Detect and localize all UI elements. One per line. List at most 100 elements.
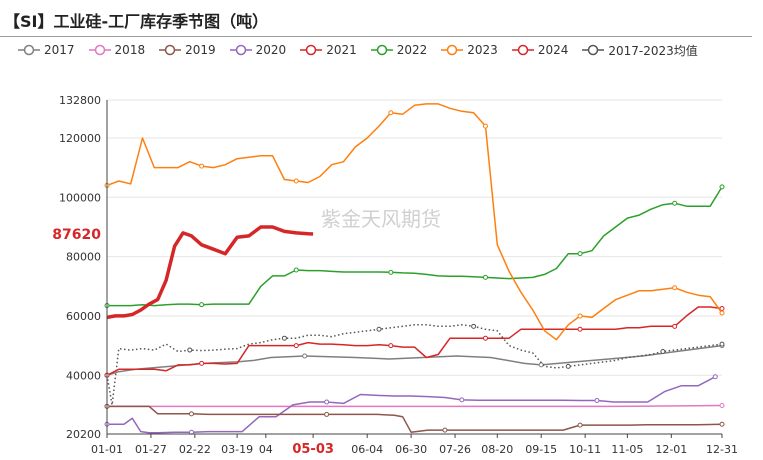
legend-label: 2024: [537, 43, 569, 57]
data-point: [281, 335, 287, 341]
series-line-2020: [107, 376, 716, 434]
data-point: [293, 343, 299, 349]
series-line-2021: [106, 306, 723, 376]
data-point: [482, 335, 488, 341]
data-point: [577, 313, 583, 319]
x-tick-label: 10-11: [569, 443, 601, 456]
data-point: [199, 302, 205, 308]
series-lines: [104, 103, 725, 435]
legend-item-2019[interactable]: 2019: [159, 43, 216, 57]
data-point: [719, 421, 725, 427]
data-point: [324, 399, 330, 405]
legend-label: 2018: [114, 43, 146, 57]
current-value-label: 87620: [52, 227, 101, 243]
legend-item-2023[interactable]: 2023: [441, 43, 498, 57]
y-tick-label: 40000: [66, 369, 101, 382]
series-line-2017: [106, 344, 723, 377]
series-line-2018: [107, 404, 723, 408]
legend-label: 2022: [396, 43, 428, 57]
legend: 2017 2018 2019 2020 2021 2022 2023 2024 2017-202…: [18, 40, 712, 60]
data-point: [594, 397, 600, 403]
series-line-2024: [106, 225, 314, 320]
y-tick-label: 132800: [59, 94, 101, 107]
legend-label: 2017-2023均值: [608, 43, 698, 58]
series-line-2022: [107, 186, 723, 307]
legend-label: 2017: [44, 43, 75, 57]
x-tick-label: 02-22: [179, 443, 211, 456]
legend-item-2022[interactable]: 2022: [370, 43, 428, 57]
x-tick-label: 01-27: [135, 443, 167, 456]
data-point: [442, 427, 448, 433]
x-tick-label: 08-20: [481, 443, 513, 456]
data-point: [388, 343, 394, 349]
legend-swatch: [511, 44, 534, 56]
current-value-marker: 87620: [52, 227, 101, 243]
data-point: [482, 274, 488, 280]
legend-label: 2023: [467, 43, 498, 57]
legend-item-2017[interactable]: 2017: [18, 43, 75, 57]
legend-swatch: [229, 44, 252, 56]
data-point: [199, 360, 205, 366]
data-point: [538, 362, 544, 368]
legend-swatch: [18, 44, 40, 56]
y-tick-label: 20200: [66, 428, 101, 441]
y-tick-label: 100000: [59, 191, 101, 204]
legend-item-2021[interactable]: 2021: [300, 43, 357, 57]
data-point: [719, 184, 725, 190]
legend-swatch: [441, 44, 464, 56]
data-point: [577, 422, 583, 428]
legend-item-2024[interactable]: 2024: [511, 43, 569, 57]
x-tick-label: 05-03: [292, 442, 334, 457]
data-point: [712, 374, 718, 380]
y-tick-label: 60000: [66, 310, 101, 323]
series-line-2017-2023: [106, 324, 723, 406]
series-line-2019: [107, 405, 723, 433]
x-tick-label: 03-19: [221, 443, 253, 456]
data-point: [577, 326, 583, 332]
data-point: [660, 349, 666, 355]
x-tick-label: 09-15: [525, 443, 557, 456]
data-point: [199, 163, 205, 169]
legend-label: 2020: [255, 43, 287, 57]
legend-label: 2019: [185, 43, 216, 57]
data-point: [672, 323, 678, 329]
chart-title: 【SI】工业硅-工厂库存季节图（吨）: [4, 12, 269, 31]
data-point: [719, 403, 725, 409]
data-point: [188, 411, 194, 417]
legend-item-2018[interactable]: 2018: [88, 43, 146, 57]
y-tick-label: 80000: [66, 251, 101, 264]
x-tick-label: 12-31: [706, 443, 738, 456]
x-tick-label: 06-30: [395, 443, 427, 456]
data-point: [302, 353, 308, 359]
legend-swatch: [159, 44, 182, 56]
data-point: [459, 397, 465, 403]
x-tick-label: 07-26: [439, 443, 471, 456]
data-point: [719, 341, 725, 347]
x-tick-label: 06-04: [351, 443, 383, 456]
data-point: [672, 200, 678, 206]
data-point: [388, 110, 394, 116]
data-point: [482, 123, 488, 129]
grid-lines: [107, 99, 722, 435]
legend-item-2017-2023[interactable]: 2017-2023均值: [582, 42, 698, 59]
legend-label: 2021: [326, 43, 357, 57]
x-tick-label: 11-05: [611, 443, 643, 456]
data-point: [719, 310, 725, 316]
data-point: [672, 285, 678, 291]
y-tick-labels: 20200 40000 60000 80000 100000 120000 132800: [59, 94, 101, 441]
x-tick-label: 12-01: [655, 443, 687, 456]
watermark: 紫金天风期货: [321, 207, 441, 231]
legend-swatch: [300, 44, 323, 56]
title-divider: [0, 36, 752, 37]
data-point: [577, 251, 583, 257]
legend-swatch: [370, 44, 393, 56]
data-point: [293, 178, 299, 184]
data-point: [293, 267, 299, 273]
data-point: [187, 347, 193, 353]
legend-item-2020[interactable]: 2020: [229, 43, 287, 57]
y-tick-label: 120000: [59, 132, 101, 145]
axes: [106, 100, 722, 435]
data-point: [565, 363, 571, 369]
data-point: [376, 326, 382, 332]
